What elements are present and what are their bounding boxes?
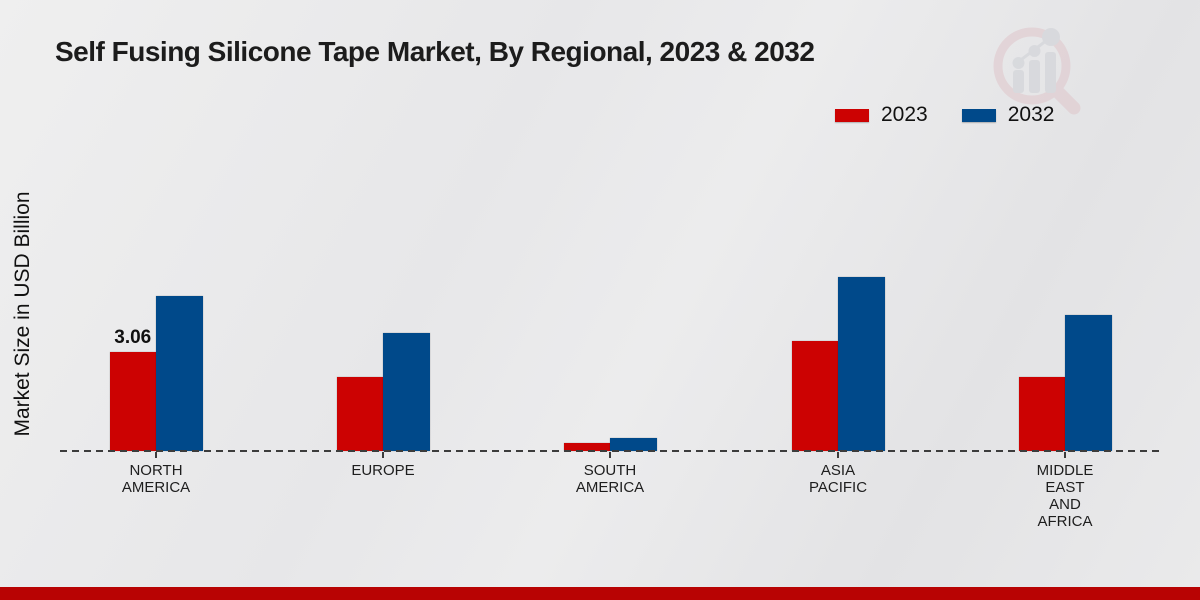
x-axis-tick-middle-east-and-africa [1064, 452, 1066, 458]
bar-2032-asia-pacific [838, 276, 885, 451]
x-axis-tick-north-america [155, 452, 157, 458]
legend-swatch-2023-icon [835, 108, 869, 122]
x-axis-tick-south-america [609, 452, 611, 458]
legend-swatch-2032-icon [961, 108, 996, 122]
x-axis-tick-europe [382, 452, 384, 458]
x-axis-label-north-america: NORTH AMERICA [121, 462, 191, 496]
bar-2023-asia-pacific [791, 341, 838, 451]
bar-2023-south-america [563, 442, 610, 451]
legend-item-2032: 2032 [961, 103, 1055, 127]
y-axis-label: Market Size in USD Billion [11, 191, 34, 437]
chart-title: Self Fusing Silicone Tape Market, By Reg… [55, 36, 815, 67]
bar-value-label-2023-north-america: 3.06 [114, 327, 152, 349]
x-axis-label-south-america: SOUTH AMERICA [575, 462, 645, 496]
bottom-accent-stripe [0, 587, 1200, 600]
legend-item-2023: 2023 [835, 103, 928, 127]
x-axis-label-europe: EUROPE [351, 462, 415, 479]
x-axis-baseline [60, 450, 1160, 452]
bar-2023-north-america [109, 352, 156, 451]
bar-2032-south-america [610, 438, 657, 451]
x-axis-label-middle-east-and-africa: MIDDLE EAST AND AFRICA [1036, 462, 1094, 530]
legend-label-2032: 2032 [1007, 103, 1055, 126]
bar-2032-north-america [156, 295, 203, 451]
magnifier-chart-watermark-icon [985, 20, 1085, 123]
x-axis-label-asia-pacific: ASIA PACIFIC [808, 462, 868, 496]
bar-2023-europe [336, 376, 383, 451]
bar-2032-europe [383, 333, 430, 451]
x-axis-tick-asia-pacific [837, 452, 839, 458]
bar-2023-middle-east-and-africa [1018, 376, 1065, 451]
legend-label-2023: 2023 [881, 103, 928, 126]
bar-2032-middle-east-and-africa [1065, 315, 1112, 451]
legend: 2023 2032 [835, 103, 1054, 127]
